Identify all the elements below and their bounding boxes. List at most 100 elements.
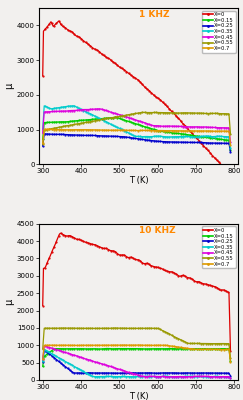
X=0.35 bbox=[117, 126, 120, 130]
X=0.35 bbox=[172, 374, 175, 379]
X=0.15 bbox=[114, 115, 117, 120]
X=0.45 bbox=[222, 374, 225, 379]
Text: 1 KHZ: 1 KHZ bbox=[139, 10, 169, 19]
X=0.15 bbox=[172, 130, 175, 135]
X=0 bbox=[41, 74, 44, 78]
X=0.25 bbox=[229, 149, 232, 154]
X=0.45 bbox=[120, 367, 123, 372]
X=0.25 bbox=[120, 371, 123, 376]
X=0.25 bbox=[120, 134, 123, 139]
X=0.15 bbox=[229, 148, 232, 152]
X=0.25 bbox=[229, 374, 232, 378]
X=0.55 bbox=[151, 110, 154, 115]
X=0.7 bbox=[117, 343, 120, 348]
X=0.55 bbox=[41, 142, 44, 146]
X=0.55 bbox=[172, 110, 175, 115]
X=0.7 bbox=[229, 359, 232, 364]
Line: X=0.15: X=0.15 bbox=[42, 116, 231, 151]
X=0.7 bbox=[172, 344, 175, 349]
X=0.35 bbox=[229, 376, 232, 380]
X=0 bbox=[73, 32, 76, 37]
X=0.55 bbox=[117, 326, 120, 330]
X=0.7 bbox=[43, 127, 46, 132]
X=0.7 bbox=[172, 128, 175, 133]
X=0.15 bbox=[41, 137, 44, 142]
X=0.45 bbox=[120, 113, 123, 118]
X=0 bbox=[222, 166, 225, 170]
X=0.15 bbox=[106, 346, 109, 351]
Line: X=0.7: X=0.7 bbox=[42, 128, 231, 145]
Y-axis label: μ: μ bbox=[4, 83, 14, 89]
X=0.25 bbox=[222, 371, 225, 376]
X=0.15 bbox=[222, 346, 225, 351]
X=0.15 bbox=[222, 137, 225, 142]
X=0.55 bbox=[120, 326, 123, 331]
X=0.35 bbox=[41, 359, 44, 364]
X=0.55 bbox=[72, 326, 75, 331]
X=0.25 bbox=[43, 348, 46, 352]
X=0.25 bbox=[73, 370, 76, 375]
X=0.35 bbox=[43, 347, 46, 352]
Text: 10 KHZ: 10 KHZ bbox=[139, 226, 175, 235]
X=0.15 bbox=[117, 346, 120, 351]
X=0.35 bbox=[151, 374, 154, 379]
X=0.35 bbox=[222, 374, 225, 379]
X=0.25 bbox=[151, 138, 154, 143]
X=0 bbox=[172, 110, 175, 115]
Line: X=0.35: X=0.35 bbox=[42, 105, 231, 148]
X=0.7 bbox=[120, 128, 123, 133]
X=0.55 bbox=[141, 110, 144, 115]
X=0.45 bbox=[172, 374, 175, 379]
X=0 bbox=[172, 270, 175, 275]
X=0.7 bbox=[222, 347, 225, 352]
X=0.35 bbox=[41, 127, 44, 132]
X-axis label: T (K): T (K) bbox=[129, 176, 148, 185]
X=0.55 bbox=[117, 114, 120, 119]
X=0.45 bbox=[117, 367, 120, 372]
X=0.35 bbox=[222, 134, 225, 139]
X=0.15 bbox=[151, 126, 154, 131]
X=0.25 bbox=[41, 359, 44, 364]
X=0.15 bbox=[120, 346, 123, 351]
Line: X=0.25: X=0.25 bbox=[42, 349, 231, 377]
X=0.25 bbox=[151, 370, 154, 375]
X=0.35 bbox=[71, 103, 74, 108]
X=0.7 bbox=[117, 128, 120, 132]
X=0 bbox=[151, 264, 154, 268]
Line: X=0: X=0 bbox=[42, 232, 231, 352]
X=0.7 bbox=[72, 343, 75, 348]
X=0.15 bbox=[120, 117, 123, 122]
X=0.15 bbox=[151, 346, 154, 351]
X=0.45 bbox=[229, 140, 232, 145]
X=0.45 bbox=[73, 353, 76, 358]
X=0.25 bbox=[117, 134, 120, 139]
X=0.15 bbox=[172, 346, 175, 351]
X=0.45 bbox=[151, 374, 154, 379]
X=0.25 bbox=[117, 371, 120, 376]
X=0 bbox=[151, 91, 154, 96]
X=0 bbox=[120, 66, 123, 70]
Legend: X=0, X=0.15, X=0.25, X=0.35, X=0.45, X=0.55, X=0.7: X=0, X=0.15, X=0.25, X=0.35, X=0.45, X=0… bbox=[201, 11, 235, 53]
Line: X=0.55: X=0.55 bbox=[42, 112, 231, 145]
X=0.55 bbox=[229, 132, 232, 136]
Line: X=0.45: X=0.45 bbox=[42, 345, 231, 379]
X=0.25 bbox=[172, 140, 175, 144]
Line: X=0.55: X=0.55 bbox=[42, 327, 231, 359]
X=0.45 bbox=[151, 123, 154, 128]
Legend: X=0, X=0.15, X=0.25, X=0.35, X=0.45, X=0.55, X=0.7: X=0, X=0.15, X=0.25, X=0.35, X=0.45, X=0… bbox=[201, 226, 235, 268]
X=0.25 bbox=[43, 132, 46, 136]
X=0 bbox=[117, 64, 120, 69]
X=0.55 bbox=[172, 334, 175, 338]
Line: X=0.7: X=0.7 bbox=[42, 344, 231, 362]
X=0 bbox=[117, 252, 120, 257]
X=0.45 bbox=[229, 376, 232, 380]
X=0.35 bbox=[151, 134, 154, 139]
X=0 bbox=[59, 231, 62, 236]
X=0.7 bbox=[136, 343, 139, 348]
X=0.45 bbox=[172, 124, 175, 129]
X=0.45 bbox=[72, 108, 75, 113]
X=0.15 bbox=[229, 359, 232, 364]
X=0 bbox=[229, 169, 232, 174]
X=0.35 bbox=[73, 104, 76, 108]
X=0.45 bbox=[222, 125, 225, 130]
